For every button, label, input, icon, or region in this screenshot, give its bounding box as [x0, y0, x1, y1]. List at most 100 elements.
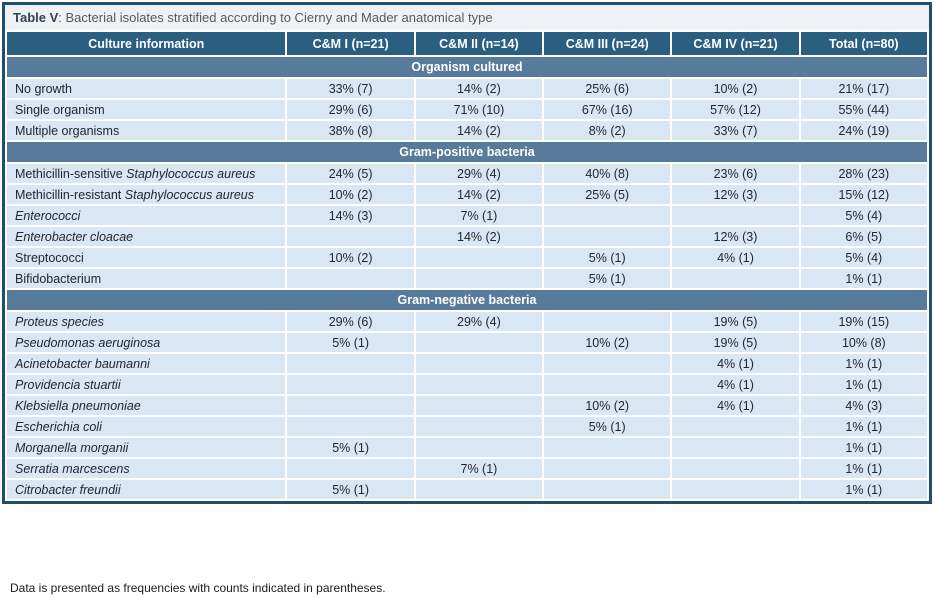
organism-label-cell: Citrobacter freundii — [7, 480, 286, 499]
value-cell: 55% (44) — [800, 100, 927, 119]
value-cell: 5% (1) — [287, 438, 414, 457]
value-cell: 10% (2) — [544, 396, 671, 415]
value-cell — [544, 480, 671, 499]
organism-name-italic: Acinetobacter baumanni — [15, 356, 150, 371]
value-cell — [287, 459, 414, 478]
value-cell: 38% (8) — [287, 121, 414, 140]
organism-name-italic: Morganella morganii — [15, 440, 129, 455]
value-cell: 14% (2) — [415, 227, 543, 246]
organism-label-cell: Klebsiella pneumoniae — [7, 396, 286, 415]
value-cell: 10% (2) — [287, 248, 414, 267]
section-header: Gram-negative bacteria — [7, 290, 927, 310]
value-cell: 40% (8) — [544, 164, 671, 183]
table-footnote: Data is presented as frequencies with co… — [10, 581, 386, 595]
value-cell: 19% (5) — [672, 312, 799, 331]
organism-label-cell: Multiple organisms — [7, 121, 286, 140]
value-cell — [415, 375, 543, 394]
value-cell — [287, 396, 414, 415]
value-cell — [672, 480, 799, 499]
organism-name-italic: Proteus species — [15, 314, 104, 329]
table-row: Morganella morganii 5% (1) 1% (1) — [7, 438, 927, 457]
value-cell: 14% (3) — [287, 206, 414, 225]
organism-label-cell: Single organism — [7, 100, 286, 119]
value-cell — [544, 459, 671, 478]
value-cell — [415, 354, 543, 373]
column-header: Culture information — [7, 32, 286, 55]
organism-name: Methicillin-sensitive — [15, 166, 127, 181]
value-cell — [672, 438, 799, 457]
value-cell — [415, 438, 543, 457]
table-title: Table V: Bacterial isolates stratified a… — [5, 5, 929, 30]
organism-name-italic: Staphylococcus aureus — [124, 187, 255, 202]
value-cell — [287, 269, 414, 288]
value-cell: 1% (1) — [800, 438, 927, 457]
value-cell: 33% (7) — [287, 79, 414, 98]
value-cell: 8% (2) — [544, 121, 671, 140]
table-title-label: Table V — [13, 10, 59, 25]
value-cell: 29% (4) — [415, 164, 543, 183]
value-cell — [415, 480, 543, 499]
organism-label-cell: No growth — [7, 79, 286, 98]
value-cell: 1% (1) — [800, 269, 927, 288]
organism-name: Bifidobacterium — [15, 271, 102, 286]
organism-name-italic: Serratia marcescens — [15, 461, 130, 476]
value-cell: 5% (1) — [544, 248, 671, 267]
value-cell — [544, 375, 671, 394]
table-v-container: Table V: Bacterial isolates stratified a… — [2, 2, 932, 504]
column-header: C&M I (n=21) — [287, 32, 414, 55]
value-cell — [672, 417, 799, 436]
table-row: Enterococci 14% (3) 7% (1) 5% (4) — [7, 206, 927, 225]
table-row: No growth 33% (7) 14% (2) 25% (6) 10% (2) 21%… — [7, 79, 927, 98]
value-cell: 10% (2) — [544, 333, 671, 352]
organism-name-italic: Enterococci — [15, 208, 81, 223]
value-cell: 14% (2) — [415, 79, 543, 98]
value-cell — [287, 227, 414, 246]
value-cell: 14% (2) — [415, 185, 543, 204]
value-cell: 19% (15) — [800, 312, 927, 331]
organism-name-italic: Staphylococcus aureus — [126, 166, 256, 181]
value-cell: 1% (1) — [800, 354, 927, 373]
table-row: Bifidobacterium 5% (1) 1% (1) — [7, 269, 927, 288]
organism-name-italic: Pseudomonas aeruginosa — [15, 335, 161, 350]
value-cell: 1% (1) — [800, 375, 927, 394]
table-row: Serratia marcescens 7% (1) 1% (1) — [7, 459, 927, 478]
organism-name-italic: Klebsiella pneumoniae — [15, 398, 141, 413]
organism-label-cell: Providencia stuartii — [7, 375, 286, 394]
table-header-row: Culture information C&M I (n=21) C&M II (n… — [7, 32, 927, 55]
organism-label-cell: Methicillin-sensitive Staphylococcus aur… — [7, 164, 286, 183]
table-header-row: Culture information C&M I (n=21) C&M II (n… — [7, 32, 927, 55]
value-cell — [287, 417, 414, 436]
organism-label-cell: Bifidobacterium — [7, 269, 286, 288]
value-cell: 4% (1) — [672, 354, 799, 373]
value-cell — [544, 206, 671, 225]
bacterial-isolates-table: Culture information C&M I (n=21) C&M II (n… — [5, 30, 929, 501]
value-cell: 33% (7) — [672, 121, 799, 140]
value-cell: 25% (6) — [544, 79, 671, 98]
organism-name-italic: Citrobacter freundii — [15, 482, 121, 497]
value-cell — [544, 312, 671, 331]
value-cell: 24% (19) — [800, 121, 927, 140]
value-cell: 29% (6) — [287, 100, 414, 119]
value-cell: 15% (12) — [800, 185, 927, 204]
value-cell: 12% (3) — [672, 185, 799, 204]
table-row: Single organism 29% (6) 71% (10) 67% (16) 57… — [7, 100, 927, 119]
organism-name-italic: Escherichia coli — [15, 419, 102, 434]
organism-label-cell: Serratia marcescens — [7, 459, 286, 478]
value-cell: 4% (1) — [672, 375, 799, 394]
column-header: Total (n=80) — [800, 32, 927, 55]
organism-label-cell: Escherichia coli — [7, 417, 286, 436]
value-cell — [672, 269, 799, 288]
value-cell: 10% (2) — [672, 79, 799, 98]
value-cell — [415, 269, 543, 288]
organism-label-cell: Streptococci — [7, 248, 286, 267]
table-row: Pseudomonas aeruginosa 5% (1) 10% (2) 19% (… — [7, 333, 927, 352]
value-cell: 7% (1) — [415, 206, 543, 225]
value-cell — [415, 248, 543, 267]
value-cell: 57% (12) — [672, 100, 799, 119]
value-cell: 10% (8) — [800, 333, 927, 352]
organism-label-cell: Morganella morganii — [7, 438, 286, 457]
table-row: Klebsiella pneumoniae 10% (2) 4% (1) 4% (3) — [7, 396, 927, 415]
value-cell: 24% (5) — [287, 164, 414, 183]
value-cell: 5% (1) — [544, 417, 671, 436]
